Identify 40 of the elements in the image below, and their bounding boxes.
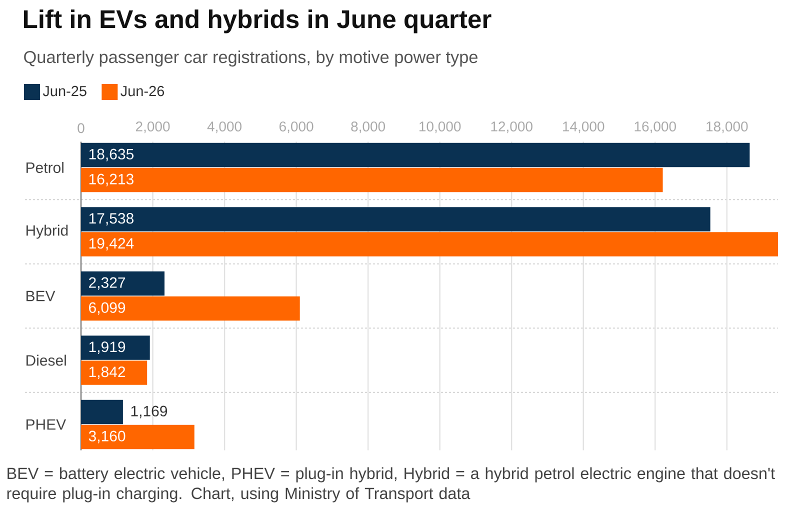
- data-label: 1,842: [89, 366, 126, 379]
- bar: [81, 360, 148, 385]
- bar: [81, 168, 663, 192]
- data-label: 17,538: [89, 213, 134, 226]
- bar: [81, 296, 300, 321]
- legend-label: Jun-25: [42, 86, 86, 96]
- x-tick-label: 2,000: [136, 122, 170, 134]
- data-label: 6,099: [89, 302, 126, 315]
- bar: [81, 424, 194, 450]
- x-tick-label: 18,000: [706, 122, 748, 134]
- y-tick-label: PHEV: [26, 419, 66, 430]
- x-tick-label: 4,000: [207, 122, 242, 134]
- bar: [81, 271, 164, 296]
- chart-subtitle: Quarterly passenger car registrations, by motive power type: [24, 50, 478, 67]
- chart-title: Lift in EVs and hybrids in June quarter: [24, 9, 492, 34]
- data-label: 1,919: [89, 342, 126, 354]
- bar: [81, 142, 750, 168]
- bar: [81, 336, 150, 360]
- data-label: 18,635: [89, 148, 134, 162]
- y-tick-label: BEV: [26, 290, 56, 302]
- data-label: 2,327: [89, 277, 126, 290]
- data-label: 19,424: [89, 238, 134, 250]
- x-tick-label: 10,000: [419, 122, 461, 134]
- y-tick-label: Hybrid: [26, 224, 68, 239]
- x-tick-label: 12,000: [491, 122, 532, 134]
- data-label: 3,160: [88, 430, 126, 444]
- data-label: 1,169: [131, 406, 168, 418]
- bar: [81, 207, 710, 232]
- y-tick-label: Diesel: [26, 354, 66, 366]
- y-tick-label: Petrol: [26, 162, 64, 174]
- x-tick-label: 14,000: [563, 122, 604, 134]
- x-tick-label: 8,000: [351, 122, 386, 134]
- data-label: 16,213: [89, 174, 134, 186]
- x-tick-label: 6,000: [279, 122, 314, 134]
- bar: [81, 400, 123, 424]
- text: BEV = battery electric vehicle, PHEV = plug-in hybrid, Hybrid = a hybrid petrol electric engine that doesn't require plug-in charging. Chart, using Ministry of Transport data: [7, 467, 775, 502]
- x-tick-label: 16,000: [634, 122, 676, 134]
- x-tick-label: 0: [78, 123, 84, 134]
- bar: [81, 232, 778, 256]
- legend-label: Jun-26: [120, 86, 164, 96]
